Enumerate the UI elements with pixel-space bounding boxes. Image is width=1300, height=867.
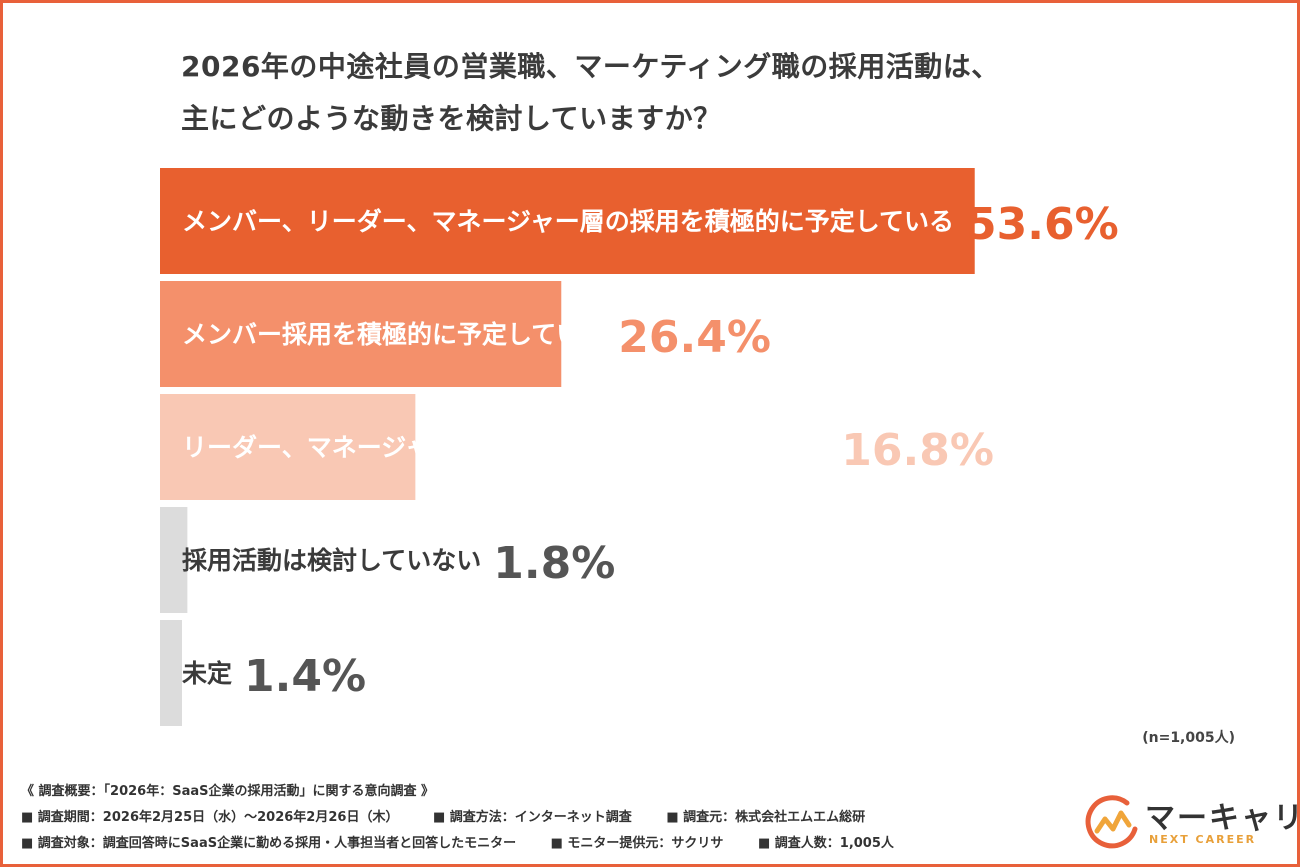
bar-label-3: リーダー、マネージャー層の採用を積極的に予定している bbox=[182, 433, 829, 462]
bar-chart: メンバー、リーダー、マネージャー層の採用を積極的に予定している 53.6% メンバー… bbox=[160, 168, 1119, 726]
chart-title: 2026年の中途社員の営業職、マーケティング職の採用活動は、 主にどのような動き… bbox=[181, 41, 1000, 145]
survey-heading: 《 調査概要：「2026年：SaaS企業の採用活動」に関する意向調査 》 bbox=[21, 784, 435, 799]
bar-label-2: メンバー採用を積極的に予定している bbox=[182, 320, 606, 349]
bar-1 bbox=[160, 168, 975, 274]
brand-logo: マーキャリ NEXT CAREER bbox=[1083, 791, 1300, 851]
survey-summary: 《 調査概要：「2026年：SaaS企業の採用活動」に関する意向調査 》 ■ 調… bbox=[21, 779, 924, 857]
bar-value-5: 1.4% bbox=[244, 651, 366, 702]
bar-label-4: 採用活動は検討していない bbox=[182, 546, 481, 575]
title-line-2: 主にどのような動きを検討していますか？ bbox=[181, 102, 722, 135]
logo-tagline: NEXT CAREER bbox=[1149, 833, 1257, 846]
bar-value-4: 1.8% bbox=[493, 538, 615, 589]
survey-source: ■ 調査元：株式会社エムエム総研 bbox=[666, 810, 866, 825]
bar-2 bbox=[160, 281, 562, 387]
sample-size-note: (n=1,005人) bbox=[1142, 730, 1235, 746]
bar-3 bbox=[160, 394, 416, 500]
survey-monitor-provider: ■ モニター提供元：サクリサ bbox=[550, 836, 724, 851]
logo-name: マーキャリ bbox=[1145, 801, 1300, 836]
bar-label-5: 未定 bbox=[182, 659, 232, 688]
title-line-1: 2026年の中途社員の営業職、マーケティング職の採用活動は、 bbox=[181, 50, 1000, 83]
survey-row-2: ■ 調査対象：調査回答時にSaaS企業に勤める採用・人事担当者と回答したモニター… bbox=[21, 831, 924, 857]
bar-value-3: 16.8% bbox=[841, 425, 994, 476]
survey-period: ■ 調査期間：2026年2月25日（水）〜2026年2月26日（木） bbox=[21, 810, 399, 825]
bar-value-1: 53.6% bbox=[966, 199, 1119, 250]
bar-value-2: 26.4% bbox=[618, 312, 771, 363]
survey-row-1: ■ 調査期間：2026年2月25日（水）〜2026年2月26日（木） ■ 調査方… bbox=[21, 805, 924, 831]
bar-5 bbox=[160, 620, 182, 726]
survey-target: ■ 調査対象：調査回答時にSaaS企業に勤める採用・人事担当者と回答したモニター bbox=[21, 836, 517, 851]
bar-4 bbox=[160, 507, 188, 613]
survey-method: ■ 調査方法：インターネット調査 bbox=[432, 810, 632, 825]
bar-label-1: メンバー、リーダー、マネージャー層の採用を積極的に予定している bbox=[182, 207, 954, 236]
mountain-chart-icon bbox=[1085, 795, 1138, 849]
survey-count: ■ 調査人数：1,005人 bbox=[757, 836, 894, 851]
